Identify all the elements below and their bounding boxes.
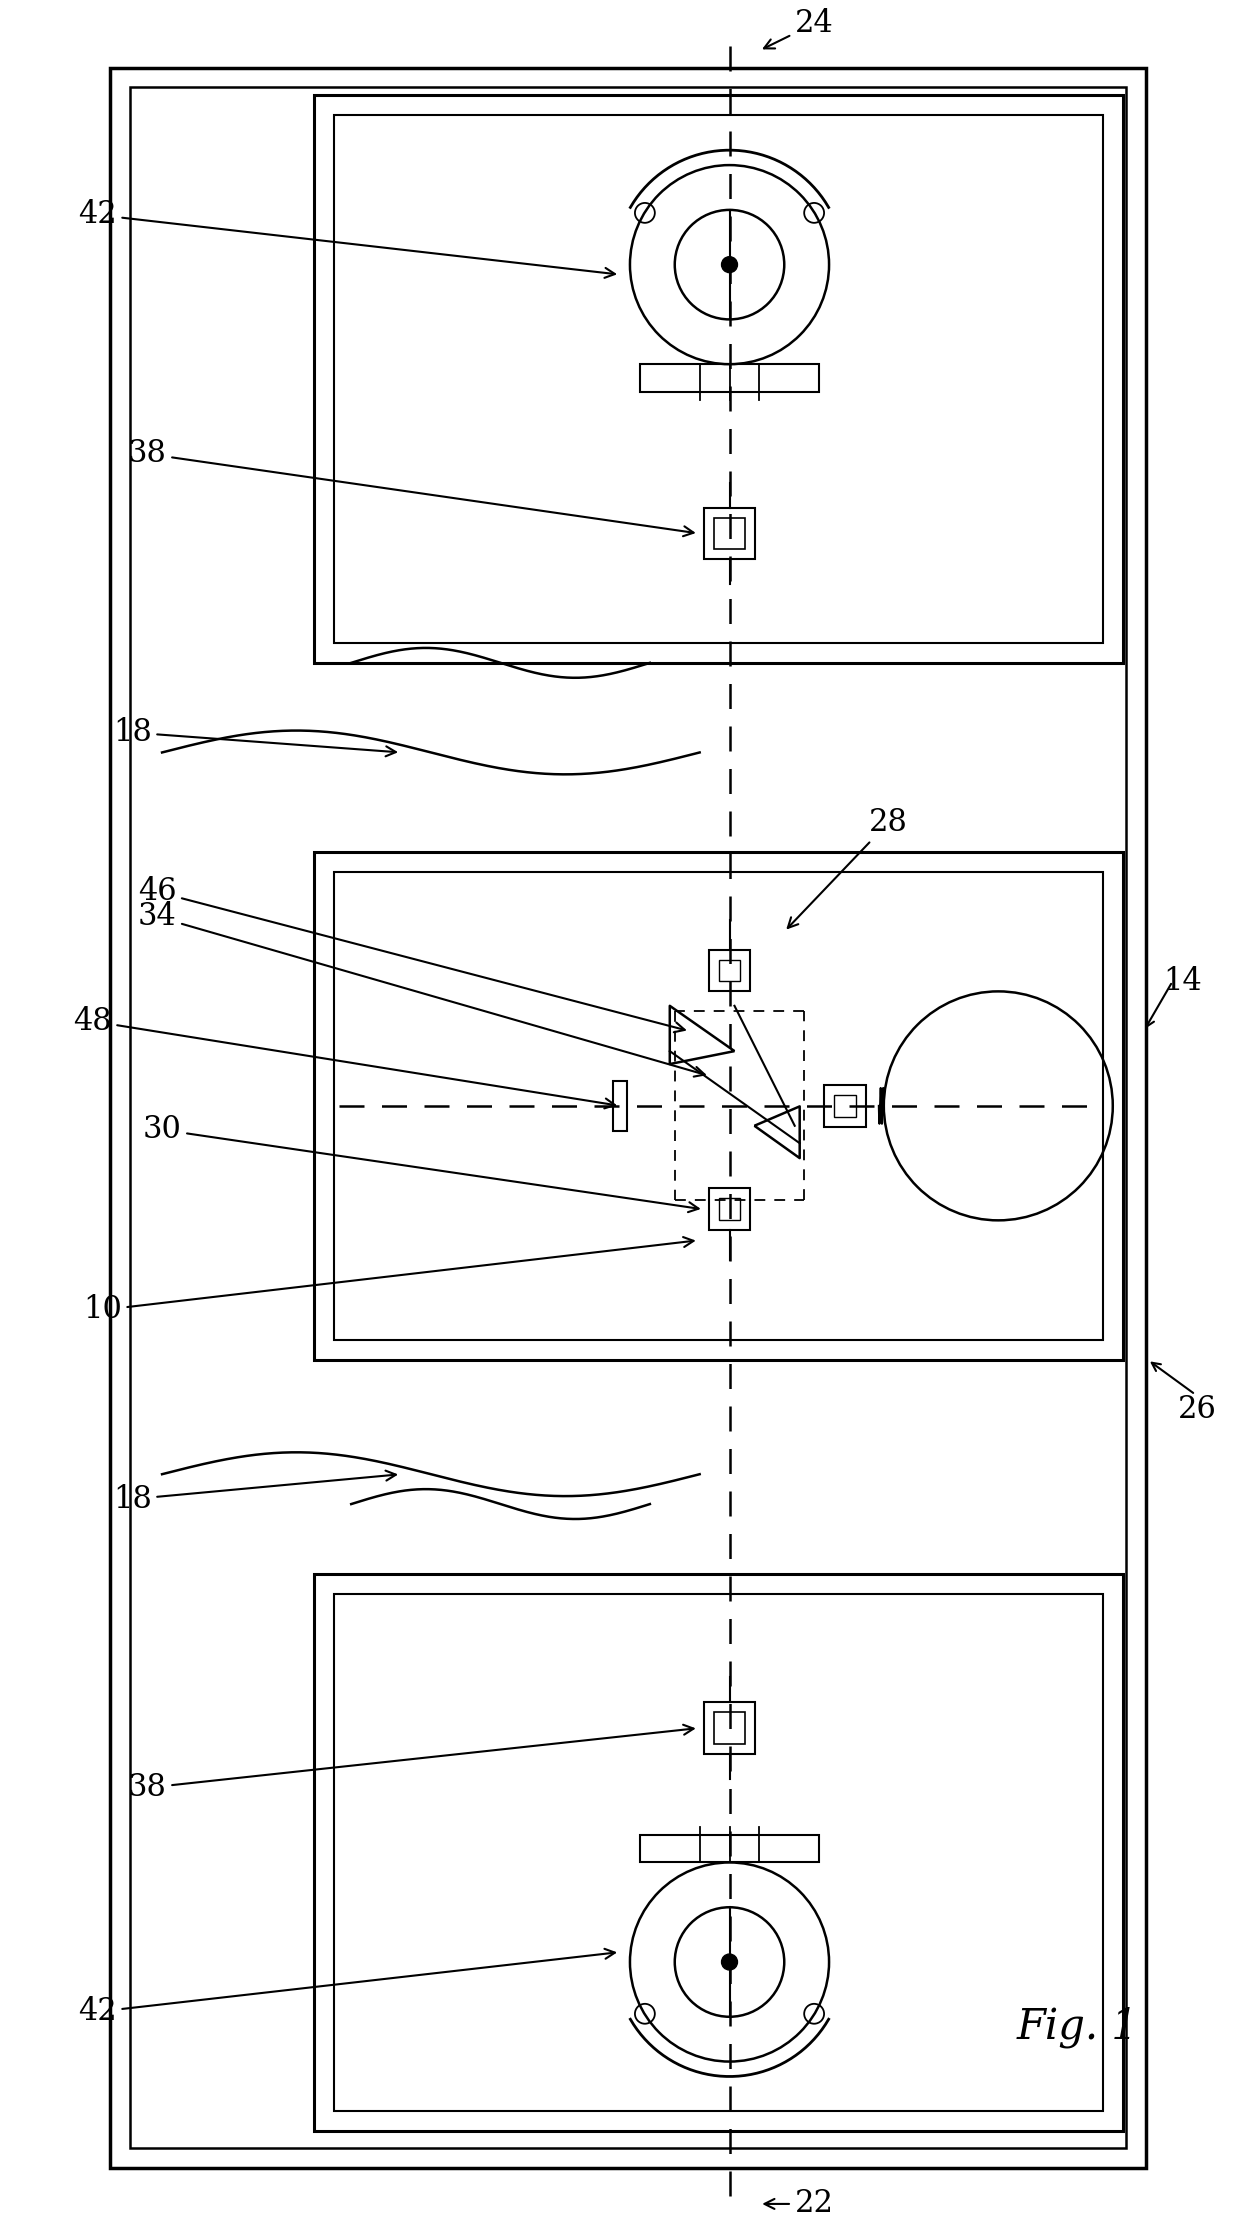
Bar [718, 959, 740, 981]
Text: 48: 48 [73, 1006, 615, 1108]
Bar [825, 1086, 866, 1126]
Text: 18: 18 [113, 718, 396, 756]
Text: 34: 34 [138, 901, 704, 1077]
Text: 38: 38 [128, 439, 693, 535]
Bar [335, 872, 1102, 1340]
Text: 46: 46 [138, 876, 684, 1032]
Bar [640, 1835, 820, 1862]
Bar [315, 96, 1122, 662]
Text: 10: 10 [83, 1238, 693, 1325]
Bar [613, 1082, 627, 1131]
Bar [708, 1189, 750, 1231]
Text: 26: 26 [1178, 1394, 1216, 1425]
Text: 38: 38 [128, 1724, 693, 1804]
Bar [713, 517, 745, 549]
Text: 22: 22 [765, 2188, 833, 2219]
Text: 18: 18 [113, 1470, 396, 1514]
Bar [315, 1574, 1122, 2132]
Bar [640, 363, 820, 392]
Bar [713, 1713, 745, 1744]
Circle shape [722, 256, 738, 272]
Bar [835, 1095, 856, 1117]
Bar [708, 950, 750, 992]
Bar [703, 508, 755, 560]
Circle shape [722, 1953, 738, 1969]
Text: 24: 24 [764, 9, 833, 49]
Bar [703, 1701, 755, 1755]
Bar [335, 1594, 1102, 2112]
Text: Fig. 1: Fig. 1 [1017, 2005, 1138, 2047]
Text: 28: 28 [787, 807, 908, 928]
Bar [315, 852, 1122, 1360]
Bar [130, 87, 1126, 2147]
Text: 14: 14 [1163, 966, 1202, 997]
Bar [718, 1198, 740, 1220]
Text: 42: 42 [78, 1949, 615, 2027]
Text: 42: 42 [78, 198, 615, 279]
Text: 30: 30 [143, 1115, 698, 1213]
Bar [110, 67, 1146, 2168]
Bar [335, 116, 1102, 642]
